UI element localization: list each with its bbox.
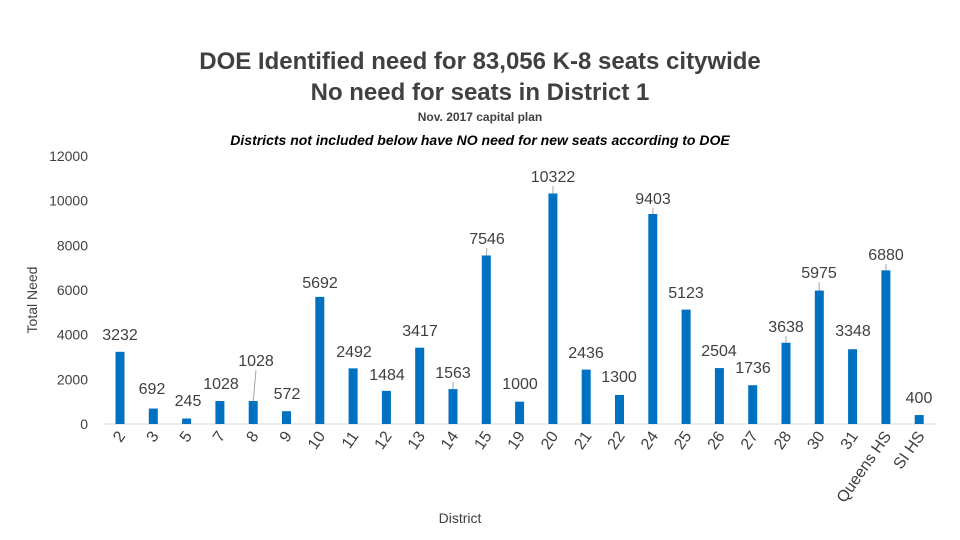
data-label: 1736: [735, 360, 771, 377]
x-axis-title: District: [438, 510, 482, 526]
x-tick-label: 5: [177, 428, 196, 445]
x-tick-label: 14: [438, 428, 462, 452]
data-label: 3638: [768, 319, 804, 336]
bar: [581, 369, 591, 424]
chart-annotation: Districts not included below have NO nee…: [230, 132, 730, 148]
y-tick-label: 4000: [57, 327, 88, 343]
x-tick-label: 26: [705, 428, 729, 452]
x-tick-label: 7: [210, 428, 229, 445]
bar: [182, 418, 192, 424]
bar: [848, 349, 858, 424]
data-label: 692: [139, 381, 166, 398]
data-label: 3348: [835, 323, 871, 340]
data-label: 1563: [435, 365, 471, 382]
x-tick-label: 13: [405, 428, 429, 452]
bar: [914, 415, 924, 424]
bar: [248, 401, 258, 424]
y-tick-label: 6000: [57, 282, 88, 298]
data-label: 7546: [469, 231, 505, 248]
x-tick-label: 25: [671, 428, 695, 452]
x-tick-label: 20: [538, 428, 562, 452]
x-tick-label: 19: [505, 428, 529, 452]
data-label: 5123: [668, 285, 704, 302]
x-tick-label: 31: [838, 428, 862, 452]
bar: [448, 389, 458, 424]
data-label: 2504: [701, 343, 737, 360]
bar: [814, 290, 824, 424]
data-label: 1000: [502, 376, 538, 393]
data-label: 5692: [302, 275, 338, 292]
bar: [881, 270, 891, 424]
data-label: 1028: [238, 353, 274, 370]
bar: [515, 401, 525, 424]
x-tick-label: 2: [110, 428, 129, 445]
chart-title: DOE Identified need for 83,056 K-8 seats…: [199, 48, 761, 75]
data-label: 572: [274, 386, 301, 403]
chart-subtitle: No need for seats in District 1: [310, 79, 650, 106]
data-label: 1300: [601, 369, 637, 386]
bar: [781, 342, 791, 424]
bar: [415, 347, 425, 424]
bar: [381, 390, 391, 424]
bar: [315, 296, 325, 424]
data-label: 1028: [203, 376, 239, 393]
bar: [748, 385, 758, 424]
x-tick-label: 22: [605, 428, 629, 452]
data-label: 10322: [531, 169, 576, 186]
bar: [648, 213, 658, 424]
bar: [681, 309, 691, 424]
bar: [282, 411, 291, 424]
bar: [714, 368, 724, 424]
y-tick-label: 8000: [57, 237, 88, 253]
data-label: 6880: [868, 247, 904, 264]
data-label-leader: [485, 247, 488, 256]
data-label: 245: [175, 393, 202, 410]
y-tick-label: 0: [80, 416, 88, 432]
data-label: 3232: [102, 327, 138, 344]
x-tick-label: 28: [771, 428, 795, 452]
x-tick-label: 30: [804, 428, 828, 452]
x-tick-label: 21: [571, 428, 595, 452]
data-label: 2436: [568, 345, 604, 362]
data-label: 3417: [402, 323, 438, 340]
bar: [548, 193, 558, 424]
x-tick-label: 15: [471, 428, 495, 452]
x-tick-label: 27: [738, 428, 762, 452]
x-tick-label: 12: [372, 428, 396, 452]
y-tick-label: 12000: [49, 148, 88, 164]
data-label: 5975: [801, 265, 837, 282]
data-label: 2492: [336, 344, 372, 361]
data-label: 1484: [369, 367, 405, 384]
data-label: 400: [906, 390, 933, 407]
x-tick-label: 9: [277, 428, 296, 445]
y-axis-title: Total Need: [24, 267, 40, 334]
data-label-leader: [252, 369, 257, 402]
bar: [348, 368, 358, 424]
x-tick-label: 8: [243, 428, 262, 445]
y-tick-label: 2000: [57, 371, 88, 387]
data-label: 9403: [635, 191, 671, 208]
bar: [615, 394, 624, 424]
x-tick-label: 24: [638, 428, 662, 452]
x-tick-label: SI HS: [891, 429, 929, 473]
x-tick-label: 10: [305, 428, 329, 452]
source-note: Nov. 2017 capital plan: [417, 110, 543, 124]
bar: [148, 408, 158, 424]
bar: [115, 351, 125, 424]
bar: [481, 255, 491, 424]
x-tick-label: 3: [144, 428, 163, 445]
y-tick-label: 10000: [49, 193, 88, 209]
bar: [215, 401, 225, 424]
x-tick-label: 11: [339, 428, 363, 451]
